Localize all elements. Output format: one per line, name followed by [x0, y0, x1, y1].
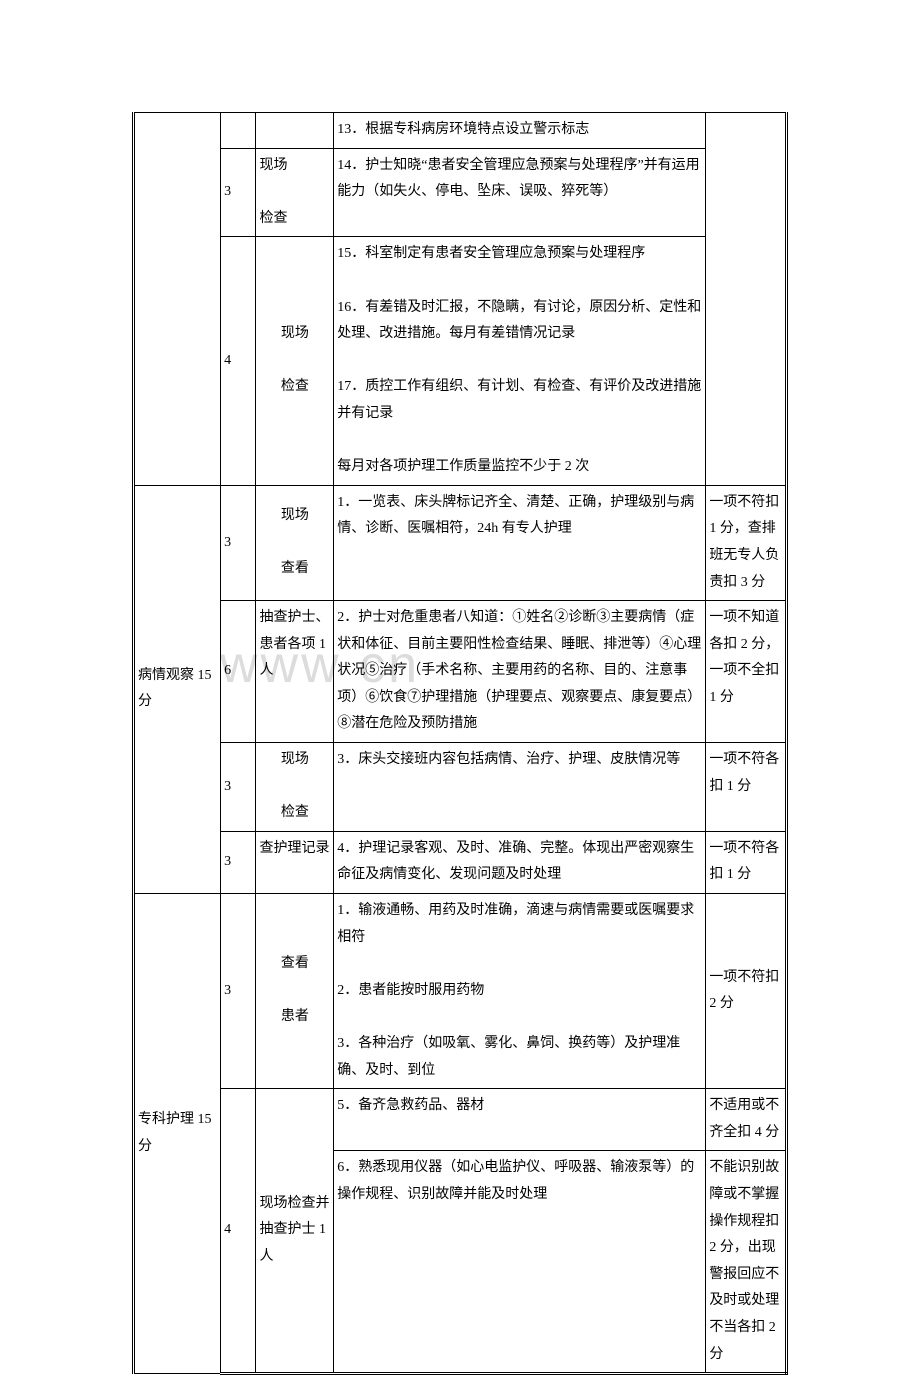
section1-name-cell — [134, 113, 221, 486]
content-cell: 4．护理记录客观、及时、准确、完整。体现出严密观察生命征及病情变化、发现问题及时… — [334, 831, 706, 893]
method-cell: 查看 患者 — [256, 894, 334, 1089]
score-cell: 3 — [221, 743, 256, 832]
penalty-cell: 不能识别故障或不掌握操作规程扣 2 分，出现警报回应不及时或处理不当各扣 2 分 — [706, 1151, 787, 1374]
method-cell: 查护理记录 — [256, 831, 334, 893]
method-cell: 现场检查并抽查护士 1 人 — [256, 1089, 334, 1374]
score-cell: 3 — [221, 485, 256, 600]
content-cell: 14．护士知晓“患者安全管理应急预案与处理程序”并有运用能力（如失火、停电、坠床… — [334, 148, 706, 237]
content-cell: 1．一览表、床头牌标记齐全、清楚、正确，护理级别与病情、诊断、医嘱相符，24h … — [334, 485, 706, 600]
penalty-cell: 一项不符扣 2 分 — [706, 894, 787, 1089]
content-cell: 3．床头交接班内容包括病情、治疗、护理、皮肤情况等 — [334, 743, 706, 832]
score-cell: 6 — [221, 601, 256, 743]
method-cell: 现场 检查 — [256, 743, 334, 832]
score-cell: 3 — [221, 148, 256, 237]
penalty-cell: 不适用或不齐全扣 4 分 — [706, 1089, 787, 1151]
content-cell: 5．备齐急救药品、器材 — [334, 1089, 706, 1151]
score-cell — [221, 113, 256, 149]
penalty-cell: 一项不符各扣 1 分 — [706, 831, 787, 893]
evaluation-table: 13．根据专科病房环境特点设立警示标志 3 现场 检查 14．护士知晓“患者安全… — [132, 112, 788, 1375]
method-cell — [256, 113, 334, 149]
penalty-cell: 一项不符扣 1 分，查排班无专人负责扣 3 分 — [706, 485, 787, 600]
content-cell: 6．熟悉现用仪器（如心电监护仪、呼吸器、输液泵等）的操作规程、识别故障并能及时处… — [334, 1151, 706, 1374]
method-cell: 现场 检查 — [256, 237, 334, 485]
content-cell: 13．根据专科病房环境特点设立警示标志 — [334, 113, 706, 149]
content-cell: 15．科室制定有患者安全管理应急预案与处理程序 16．有差错及时汇报，不隐瞒，有… — [334, 237, 706, 485]
score-cell: 4 — [221, 1089, 256, 1374]
penalty-cell: 一项不符各扣 1 分 — [706, 743, 787, 832]
penalty-cell — [706, 113, 787, 486]
content-cell: 2．护士对危重患者八知道：①姓名②诊断③主要病情（症状和体征、目前主要阳性检查结… — [334, 601, 706, 743]
section2-name-cell: 病情观察 15 分 — [134, 485, 221, 893]
method-cell: 抽查护士、患者各项 1 人 — [256, 601, 334, 743]
method-cell: 现场 检查 — [256, 148, 334, 237]
score-cell: 3 — [221, 894, 256, 1089]
score-cell: 3 — [221, 831, 256, 893]
content-cell: 1．输液通畅、用药及时准确，滴速与病情需要或医嘱要求相符 2．患者能按时服用药物… — [334, 894, 706, 1089]
penalty-cell: 一项不知道各扣 2 分，一项不全扣 1 分 — [706, 601, 787, 743]
method-cell: 现场 查看 — [256, 485, 334, 600]
score-cell: 4 — [221, 237, 256, 485]
